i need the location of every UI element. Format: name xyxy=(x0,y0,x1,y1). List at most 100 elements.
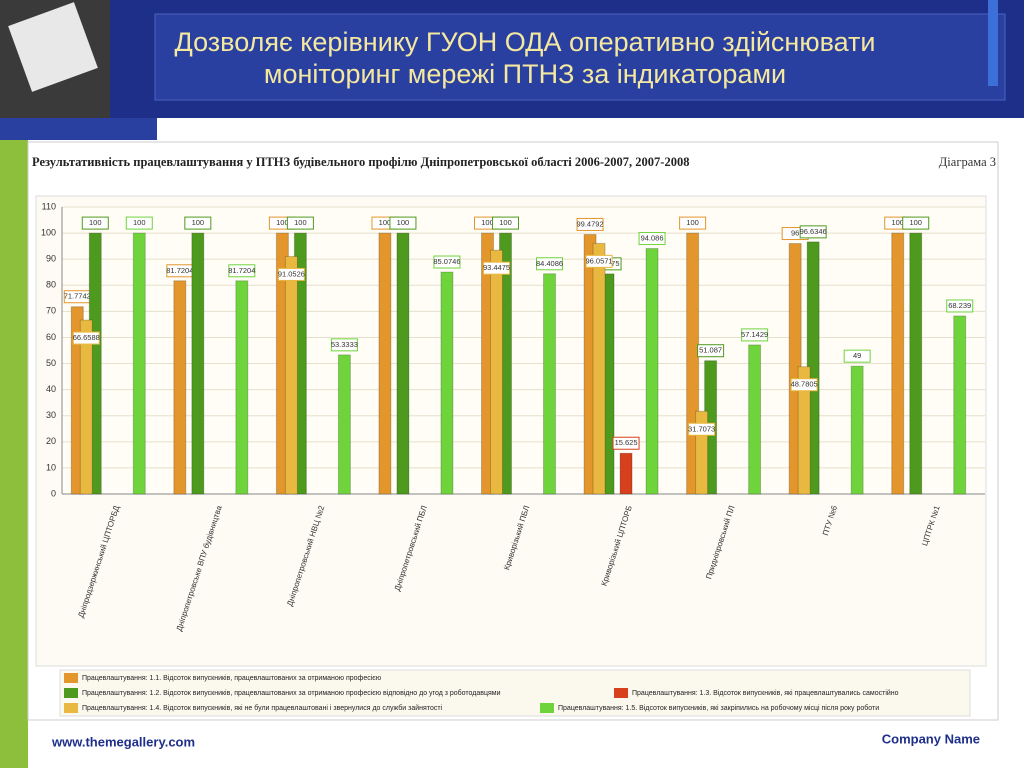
value-label: 100 xyxy=(891,218,904,227)
header-tab xyxy=(0,118,157,140)
value-label: 100 xyxy=(89,218,102,227)
bar xyxy=(284,255,298,495)
value-label-box xyxy=(576,217,604,231)
bar xyxy=(645,248,659,495)
value-label: 68.239 xyxy=(948,301,971,310)
legend-label: Працевлаштування: 1.3. Відсоток випускни… xyxy=(632,689,899,697)
value-label: 85.0746 xyxy=(433,257,460,266)
bar xyxy=(440,271,454,495)
bar xyxy=(490,249,503,495)
value-label-box xyxy=(228,264,256,278)
value-label-box xyxy=(286,216,314,230)
bar xyxy=(191,232,205,495)
y-tick-label: 60 xyxy=(46,332,56,342)
logo-screen xyxy=(8,2,98,92)
company-name: Company Name xyxy=(882,731,980,746)
y-tick-label: 30 xyxy=(46,410,56,420)
legend-swatch xyxy=(64,673,78,683)
legend-swatch xyxy=(64,703,78,713)
y-tick-label: 100 xyxy=(41,227,56,237)
value-label: 99.4792 xyxy=(576,219,603,228)
bar xyxy=(891,232,905,495)
value-label: 100 xyxy=(379,218,392,227)
value-label-box xyxy=(638,232,666,246)
value-label: 96 xyxy=(791,229,799,238)
value-label: 100 xyxy=(481,218,494,227)
value-label-box xyxy=(697,344,725,358)
value-label: 100 xyxy=(686,218,699,227)
value-label-box xyxy=(799,225,827,239)
value-label-box xyxy=(184,216,212,230)
value-label-box xyxy=(902,216,930,230)
header-panel xyxy=(154,13,1006,101)
value-label: 84.4086 xyxy=(536,259,563,268)
legend-label: Працевлаштування: 1.5. Відсоток випускни… xyxy=(558,704,879,712)
value-label-box xyxy=(492,216,519,230)
value-label: 49 xyxy=(853,351,861,360)
bar xyxy=(909,232,923,495)
bar xyxy=(592,242,606,495)
value-label: 51.087 xyxy=(699,346,722,355)
value-label: 15.625 xyxy=(615,438,638,447)
bar xyxy=(235,280,249,495)
value-label: 96.6346 xyxy=(800,227,827,236)
legend-swatch xyxy=(540,703,554,713)
slide-title: Дозволяє керівнику ГУОН ОДА оперативно з… xyxy=(175,27,876,57)
value-label-box xyxy=(433,255,461,269)
value-label-box xyxy=(946,299,974,313)
y-tick-label: 10 xyxy=(46,462,56,472)
legend-label: Працевлаштування: 1.2. Відсоток випускни… xyxy=(82,689,501,697)
value-label: 100 xyxy=(499,218,512,227)
bar xyxy=(748,344,762,495)
legend-swatch xyxy=(64,688,78,698)
value-label-box xyxy=(483,261,510,275)
bar xyxy=(396,232,410,495)
value-label-box xyxy=(679,216,707,230)
value-label-box xyxy=(585,254,613,268)
value-label: 71.7742 xyxy=(64,292,91,301)
header-accent xyxy=(988,0,998,86)
value-label: 100 xyxy=(294,218,307,227)
legend-label: Працевлаштування: 1.1. Відсоток випускни… xyxy=(82,674,381,682)
side-strip xyxy=(0,140,28,768)
y-tick-label: 50 xyxy=(46,358,56,368)
bar xyxy=(173,280,187,495)
value-label-box xyxy=(277,267,305,281)
bar xyxy=(619,452,633,495)
y-tick-label: 110 xyxy=(42,201,56,211)
y-tick-label: 80 xyxy=(46,280,56,290)
legend-swatch xyxy=(614,688,628,698)
chart-title: Результативність працевлаштування у ПТНЗ… xyxy=(32,155,689,169)
bar xyxy=(132,232,146,495)
value-label: 100 xyxy=(133,218,146,227)
bar xyxy=(953,315,967,495)
bar xyxy=(79,319,93,495)
chart-subtitle: Діаграма 3 xyxy=(939,155,996,169)
value-label: 100 xyxy=(397,218,410,227)
value-label-box xyxy=(790,378,818,392)
value-label-box xyxy=(389,216,417,230)
value-label: 66.6588 xyxy=(73,333,100,342)
value-label: 57.1429 xyxy=(741,330,768,339)
value-label-box xyxy=(330,338,358,352)
value-label-box xyxy=(536,257,563,271)
value-label-box xyxy=(612,436,640,450)
y-tick-label: 40 xyxy=(46,384,56,394)
value-label-box xyxy=(81,216,109,230)
bar xyxy=(850,365,864,495)
y-tick-label: 90 xyxy=(46,254,56,264)
value-label: 31.7073 xyxy=(688,424,715,433)
value-label-box xyxy=(688,422,716,436)
y-tick-label: 20 xyxy=(46,436,56,446)
y-tick-label: 70 xyxy=(46,306,56,316)
value-label: 94.086 xyxy=(641,234,664,243)
value-label: 93.4475 xyxy=(483,263,510,272)
value-label: 100 xyxy=(276,218,289,227)
plot-area xyxy=(62,207,985,494)
bar xyxy=(378,232,392,495)
value-label: 96.0571 xyxy=(585,256,612,265)
legend-box xyxy=(59,669,971,717)
bar xyxy=(543,273,556,495)
y-tick-label: 0 xyxy=(51,488,56,498)
